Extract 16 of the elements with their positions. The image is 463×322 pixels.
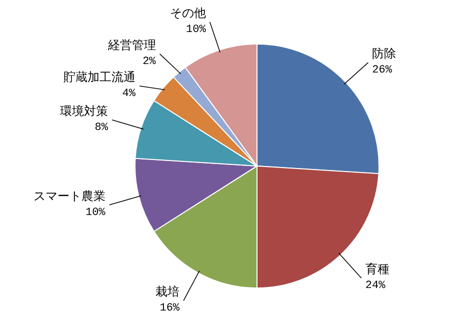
slice-label: 環境対策 [60, 104, 108, 118]
data-label: 10% [85, 206, 106, 219]
slice-label: 育種 [365, 262, 390, 276]
slice-label: 栽培 [156, 284, 180, 299]
slice-label: スマート農業 [33, 188, 106, 203]
slice-label: 経営管理 [106, 38, 156, 52]
data-label: 2% [142, 56, 156, 68]
slice-label: 貯蔵加工流通 [63, 70, 136, 84]
slice-label: その他 [170, 6, 206, 20]
data-label: 4% [122, 88, 136, 100]
data-label: 10% [186, 24, 206, 36]
data-label: 8% [94, 122, 108, 134]
data-label: 16% [160, 302, 180, 315]
data-label: 24% [365, 280, 386, 292]
data-label: 26% [372, 64, 392, 77]
slice-label: 防除 [372, 46, 396, 61]
